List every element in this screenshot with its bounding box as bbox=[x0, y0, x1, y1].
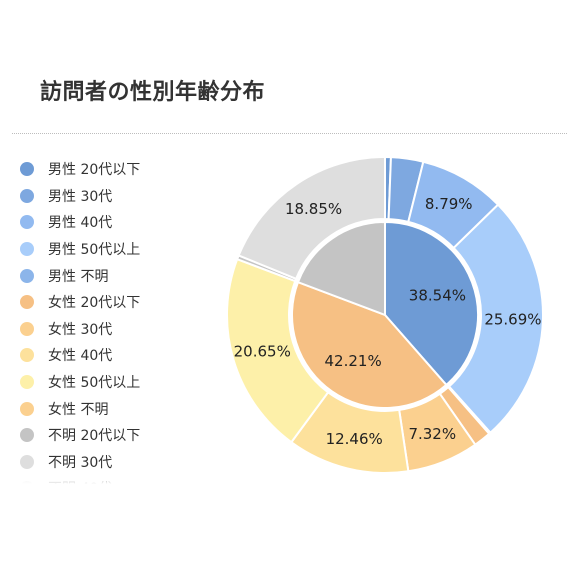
title-divider bbox=[12, 133, 567, 134]
legend-label: 男性 20代以下 bbox=[48, 162, 141, 179]
legend-label: 不明 20代以下 bbox=[48, 428, 141, 445]
legend-swatch bbox=[20, 428, 34, 443]
outer-slice-label: 20.65% bbox=[234, 342, 291, 360]
inner-slice-label: 42.21% bbox=[325, 352, 382, 370]
inner-slice-label: 38.54% bbox=[409, 286, 466, 304]
legend-swatch bbox=[20, 295, 34, 310]
legend-label: 男性 40代 bbox=[48, 215, 113, 232]
legend-item[interactable]: 男性 30代 bbox=[20, 183, 190, 210]
legend-item[interactable]: 女性 50代以上 bbox=[20, 369, 190, 396]
outer-slice-label: 7.32% bbox=[408, 425, 456, 443]
legend-item[interactable]: 女性 40代 bbox=[20, 342, 190, 369]
legend-fade bbox=[20, 470, 190, 484]
outer-slice[interactable] bbox=[237, 155, 386, 281]
legend-label: 女性 不明 bbox=[48, 401, 109, 418]
legend-item[interactable]: 男性 40代 bbox=[20, 209, 190, 236]
legend-item[interactable]: 男性 50代以上 bbox=[20, 236, 190, 263]
outer-slice-label: 12.46% bbox=[326, 430, 383, 448]
chart-legend: 男性 20代以下 男性 30代 男性 40代男性 50代以上 男性 不明女性 20代以… bbox=[20, 156, 190, 484]
legend-swatch bbox=[20, 401, 34, 416]
legend-swatch bbox=[20, 162, 34, 177]
legend-swatch bbox=[20, 215, 34, 230]
legend-label: 不明 30代 bbox=[48, 454, 113, 471]
legend-item[interactable]: 女性 不明 bbox=[20, 395, 190, 422]
legend-label: 男性 30代 bbox=[48, 188, 113, 205]
inner-slice[interactable] bbox=[296, 220, 386, 317]
legend-label: 女性 50代以上 bbox=[48, 375, 141, 392]
inner-slice[interactable] bbox=[384, 220, 479, 387]
legend-label: 男性 不明 bbox=[48, 268, 109, 285]
legend-item[interactable]: 男性 20代以下 bbox=[20, 156, 190, 183]
legend-item[interactable]: 女性 20代以下 bbox=[20, 289, 190, 316]
outer-slice-label: 8.79% bbox=[425, 195, 473, 213]
legend-item[interactable]: 女性 30代 bbox=[20, 316, 190, 343]
legend-label: 女性 30代 bbox=[48, 321, 113, 338]
outer-slice[interactable] bbox=[447, 203, 544, 435]
inner-slice[interactable] bbox=[291, 280, 448, 409]
legend-swatch bbox=[20, 242, 34, 257]
legend-swatch bbox=[20, 268, 34, 283]
legend-item[interactable]: 男性 不明 bbox=[20, 262, 190, 289]
legend-swatch bbox=[20, 188, 34, 203]
outer-slice-label: 25.69% bbox=[484, 310, 541, 328]
legend-label: 女性 20代以下 bbox=[48, 295, 141, 312]
legend-label: 女性 40代 bbox=[48, 348, 113, 365]
legend-swatch bbox=[20, 454, 34, 469]
legend-item[interactable]: 不明 30代 bbox=[20, 449, 190, 476]
outer-slice-label: 18.85% bbox=[285, 200, 342, 218]
legend-swatch bbox=[20, 375, 34, 390]
chart-title: 訪問者の性別年齢分布 bbox=[40, 80, 266, 105]
legend-swatch bbox=[20, 321, 34, 336]
legend-label: 男性 50代以上 bbox=[48, 242, 141, 259]
legend-swatch bbox=[20, 348, 34, 363]
donut-chart: 8.79% 25.69% 7.32% 12.46% 20.65% 18.85% 38.54%… bbox=[226, 155, 544, 474]
legend-item[interactable]: 不明 20代以下 bbox=[20, 422, 190, 449]
